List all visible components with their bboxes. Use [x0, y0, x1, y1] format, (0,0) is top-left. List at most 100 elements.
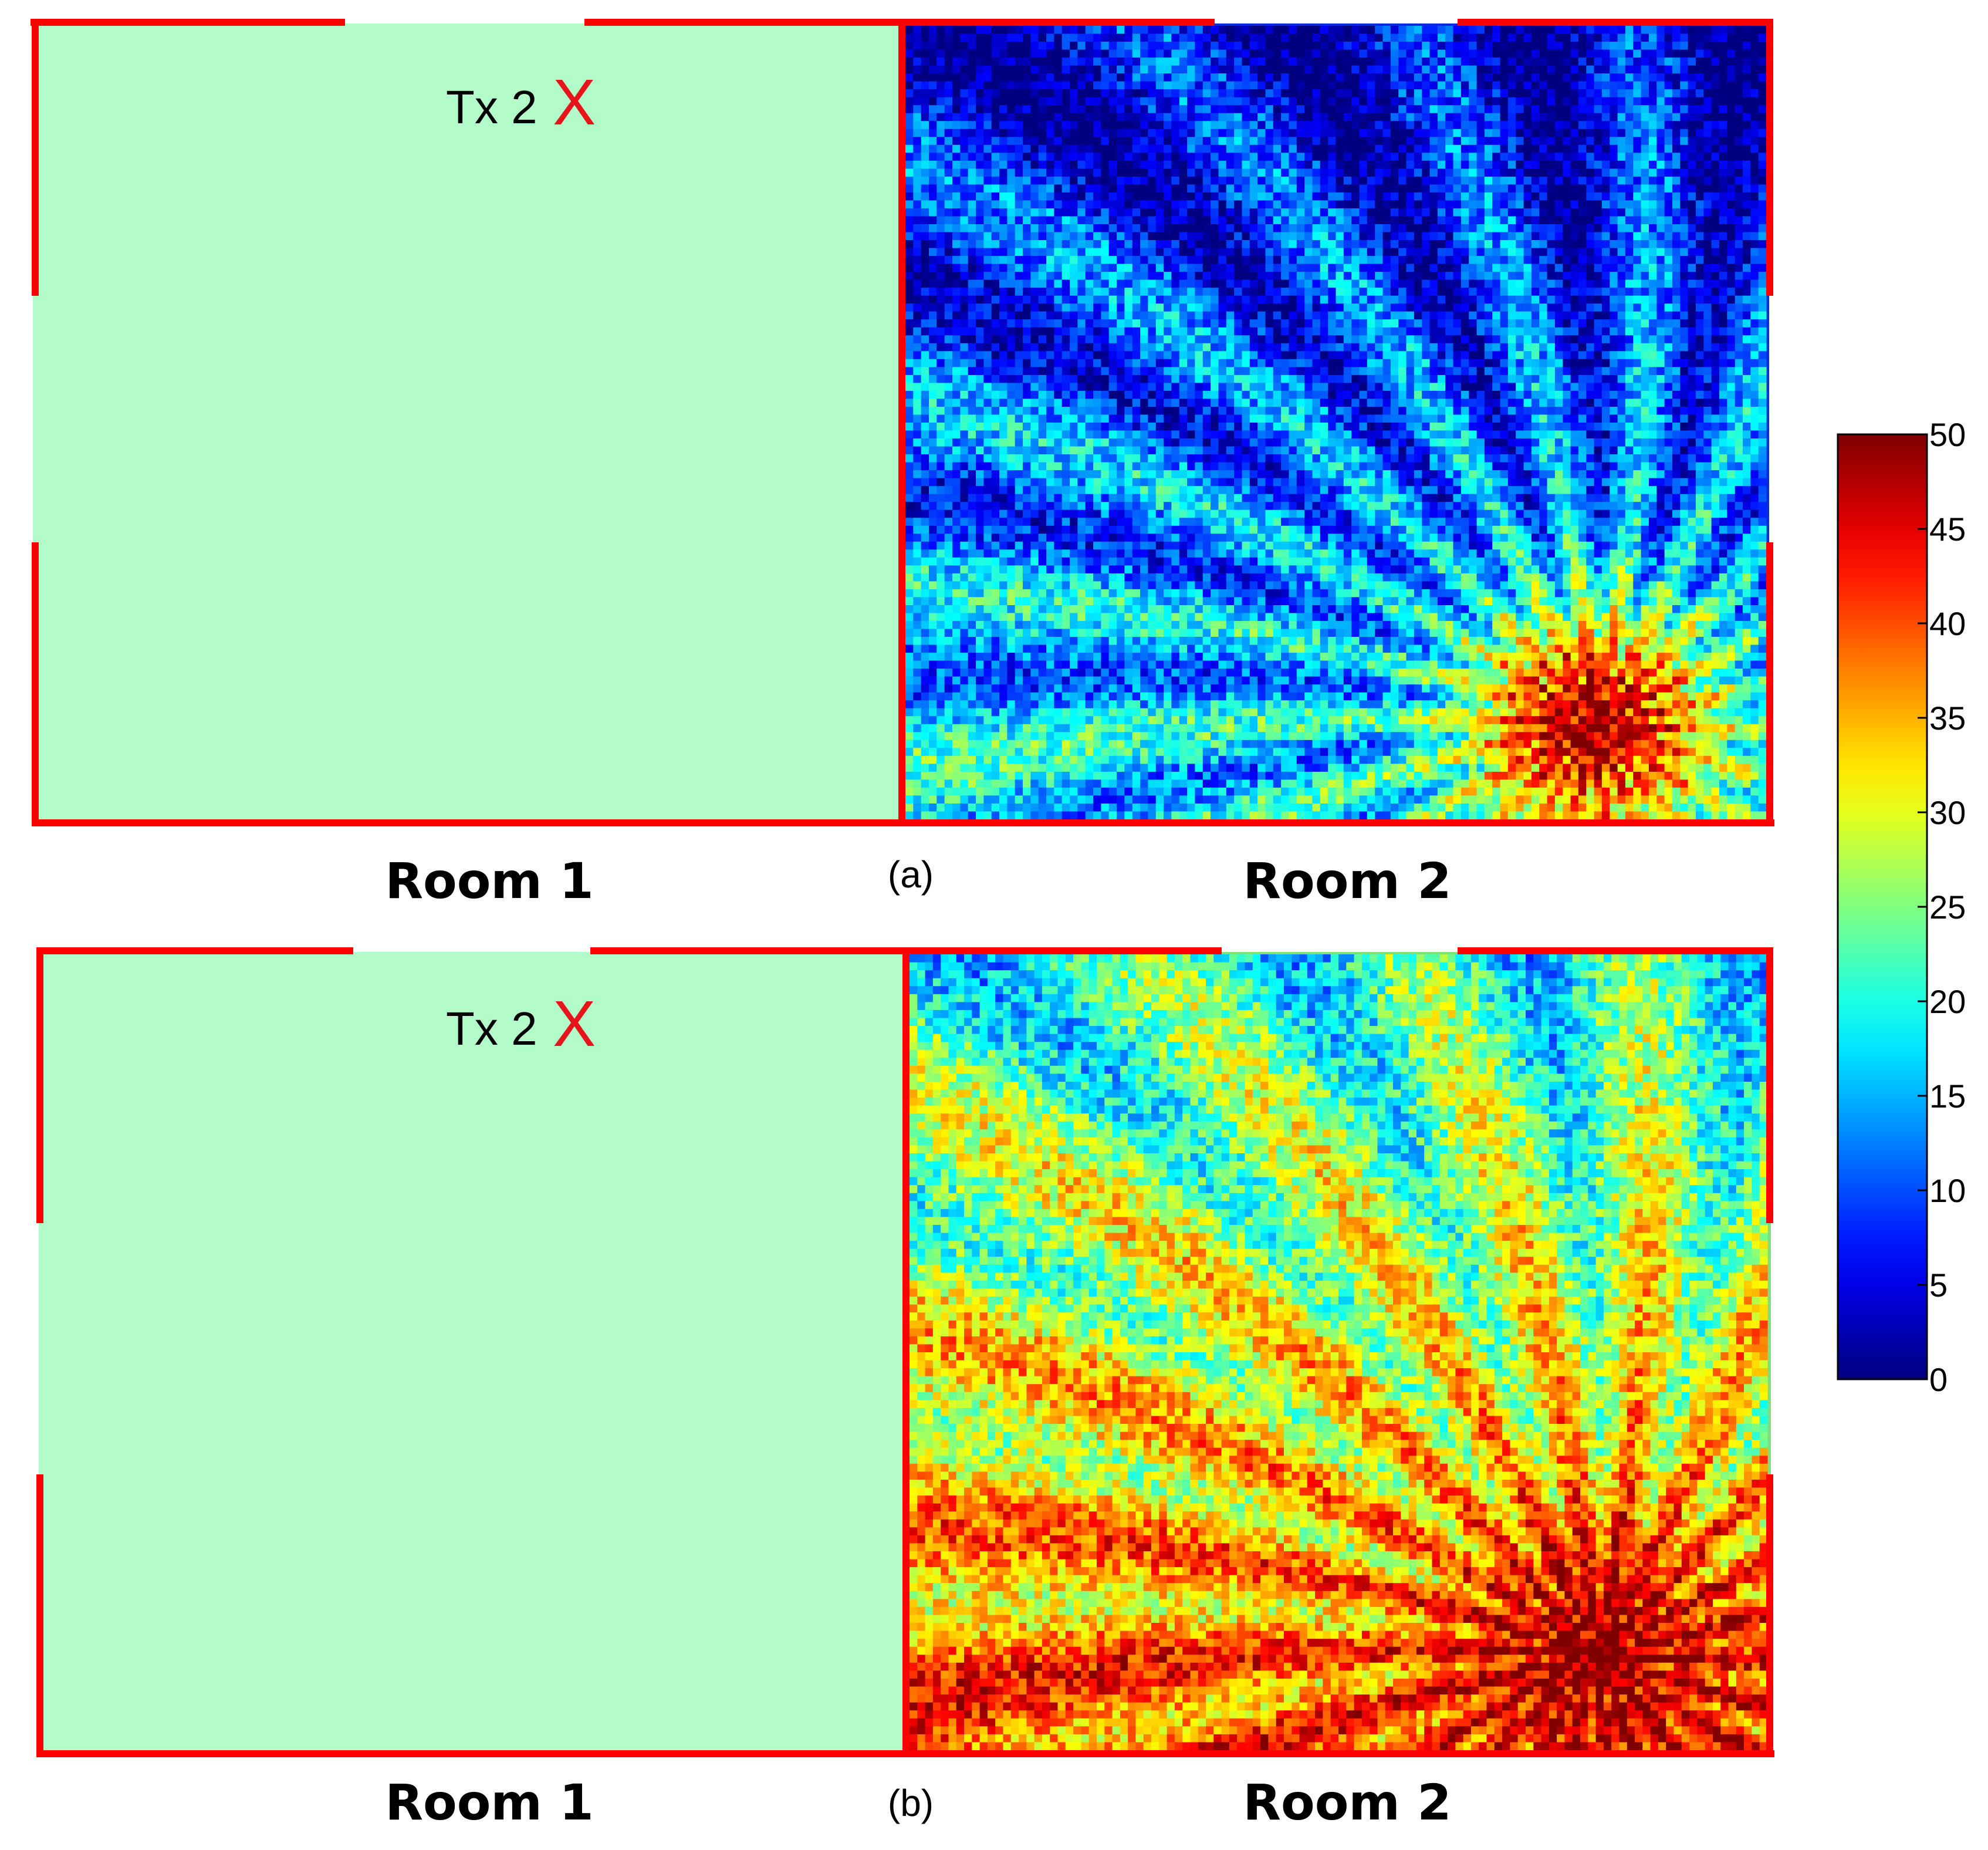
heatmap-cell	[1735, 105, 1743, 113]
heatmap-cell	[983, 89, 992, 97]
heatmap-cell	[1539, 105, 1547, 113]
heatmap-cell	[1148, 82, 1156, 90]
heatmap-cell	[1077, 129, 1086, 137]
heatmap-cell	[1219, 82, 1227, 90]
heatmap-cell	[1367, 26, 1375, 34]
heatmap-cell	[1242, 335, 1250, 343]
heatmap-cell	[1039, 224, 1047, 232]
heatmap-cell	[1383, 328, 1391, 336]
heatmap-cell	[1351, 34, 1360, 42]
heatmap-cell	[1516, 217, 1524, 225]
heatmap-cell	[1039, 184, 1047, 193]
heatmap-cell	[1039, 272, 1047, 280]
heatmap-cell	[1336, 50, 1344, 58]
heatmap-cell	[1211, 153, 1219, 161]
heatmap-cell	[1516, 73, 1524, 82]
heatmap-cell	[992, 105, 1000, 113]
heatmap-cell	[936, 383, 945, 391]
heatmap-cell	[1586, 367, 1594, 375]
heatmap-cell	[1148, 248, 1156, 256]
heatmap-cell	[1641, 240, 1649, 248]
heatmap-cell	[1712, 73, 1720, 82]
heatmap-cell	[1117, 129, 1125, 137]
heatmap-cell	[1586, 280, 1594, 288]
heatmap-cell	[1148, 34, 1156, 42]
heatmap-cell	[1101, 58, 1109, 66]
heatmap-cell	[1461, 184, 1469, 193]
heatmap-cell	[1077, 328, 1086, 336]
heatmap-cell	[1257, 303, 1266, 312]
heatmap-cell	[1445, 58, 1453, 66]
heatmap-cell	[1610, 335, 1618, 343]
heatmap-cell	[1625, 184, 1634, 193]
heatmap-cell	[1477, 343, 1485, 352]
heatmap-cell	[960, 145, 968, 153]
heatmap-cell	[1571, 42, 1579, 50]
heatmap-cell	[1336, 34, 1344, 42]
heatmap-cell	[945, 97, 953, 106]
heatmap-cell	[1759, 34, 1767, 42]
heatmap-cell	[1179, 208, 1188, 217]
heatmap-cell	[1407, 73, 1415, 82]
heatmap-cell	[1633, 193, 1641, 201]
heatmap-cell	[1430, 153, 1438, 161]
heatmap-cell	[1539, 248, 1547, 256]
heatmap-cell	[1023, 193, 1031, 201]
heatmap-cell	[1187, 58, 1195, 66]
heatmap-cell	[1531, 375, 1540, 383]
heatmap-cell	[992, 383, 1000, 391]
heatmap-cell	[1219, 153, 1227, 161]
heatmap-cell	[1195, 113, 1203, 121]
heatmap-cell	[1257, 232, 1266, 241]
heatmap-cell	[1007, 66, 1015, 74]
heatmap-cell	[1398, 26, 1407, 34]
heatmap-cell	[1485, 200, 1493, 208]
heatmap-cell	[1171, 319, 1179, 328]
heatmap-cell	[1086, 42, 1094, 50]
heatmap-cell	[1649, 359, 1657, 367]
heatmap-cell	[1672, 343, 1681, 352]
heatmap-cell	[1703, 312, 1712, 320]
heatmap-cell	[1156, 312, 1164, 320]
heatmap-cell	[1077, 89, 1086, 97]
heatmap-cell	[1101, 303, 1109, 312]
heatmap-cell	[1453, 343, 1462, 352]
room1-floor	[33, 23, 900, 822]
heatmap-cell	[1712, 97, 1720, 106]
heatmap-cell	[1046, 280, 1054, 288]
heatmap-cell	[1257, 168, 1266, 177]
heatmap-cell	[1524, 208, 1532, 217]
heatmap-cell	[1179, 367, 1188, 375]
heatmap-cell	[1203, 161, 1211, 169]
heatmap-cell	[1367, 121, 1375, 129]
heatmap-cell	[1688, 26, 1696, 34]
heatmap-cell	[1578, 288, 1587, 296]
heatmap-cell	[1398, 264, 1407, 272]
heatmap-cell	[1375, 97, 1383, 106]
heatmap-cell	[1101, 161, 1109, 169]
heatmap-cell	[1727, 50, 1735, 58]
heatmap-cell	[1086, 82, 1094, 90]
heatmap-cell	[1164, 264, 1172, 272]
heatmap-cell	[1492, 343, 1500, 352]
heatmap-cell	[1093, 200, 1101, 208]
heatmap-cell	[1422, 208, 1430, 217]
heatmap-cell	[1759, 232, 1767, 241]
heatmap-cell	[1179, 168, 1188, 177]
heatmap-cell	[1422, 296, 1430, 304]
heatmap-cell	[1586, 50, 1594, 58]
heatmap-cell	[945, 343, 953, 352]
heatmap-cell	[1477, 217, 1485, 225]
heatmap-cell	[1563, 240, 1571, 248]
heatmap-cell	[1703, 121, 1712, 129]
heatmap-cell	[1250, 26, 1258, 34]
heatmap-cell	[1578, 240, 1587, 248]
heatmap-cell	[1367, 177, 1375, 185]
heatmap-cell	[1469, 375, 1477, 383]
heatmap-cell	[1743, 280, 1751, 288]
heatmap-cell	[1187, 177, 1195, 185]
heatmap-cell	[1203, 351, 1211, 359]
heatmap-cell	[1727, 319, 1735, 328]
heatmap-cell	[1712, 264, 1720, 272]
heatmap-cell	[1250, 42, 1258, 50]
